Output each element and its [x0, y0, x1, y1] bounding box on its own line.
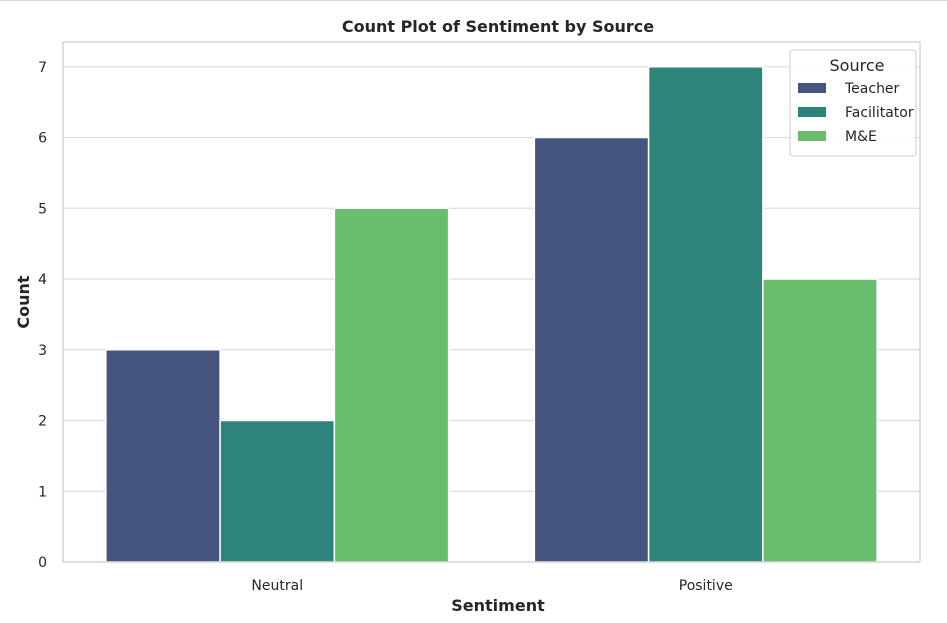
y-axis-label: Count — [14, 275, 33, 329]
legend-swatch — [798, 131, 826, 141]
legend-swatch — [798, 83, 826, 93]
chart-title: Count Plot of Sentiment by Source — [342, 17, 654, 36]
y-tick-label: 7 — [38, 60, 47, 76]
bar-m-e-positive — [762, 278, 878, 563]
legend-label: M&E — [845, 129, 877, 145]
legend: Source Teacher Facilitator M&E — [789, 49, 917, 157]
plot-frame — [62, 41, 921, 563]
top-border — [0, 0, 947, 1]
legend-box — [789, 49, 917, 157]
y-tick-label: 2 — [38, 414, 47, 430]
y-tick-label: 6 — [38, 131, 47, 147]
bar-m-e-neutral — [333, 207, 450, 563]
legend-label: Facilitator — [845, 105, 914, 121]
bar-facilitator-positive — [647, 66, 764, 563]
bar-facilitator-neutral — [219, 419, 336, 563]
y-tick-label: 3 — [38, 343, 47, 359]
y-tick-label: 0 — [38, 555, 47, 571]
y-tick-label: 4 — [38, 272, 47, 288]
legend-title: Source — [830, 56, 885, 75]
x-tick-label: Positive — [679, 578, 733, 594]
x-tick-labels: Neutral Positive — [251, 578, 732, 594]
y-tick-label: 1 — [38, 484, 47, 500]
bar-teacher-neutral — [105, 349, 221, 563]
x-axis-label: Sentiment — [451, 596, 545, 615]
legend-label: Teacher — [844, 81, 900, 97]
bars-group — [105, 66, 878, 563]
y-tick-labels: 0 1 2 3 4 5 6 7 — [38, 60, 47, 571]
legend-swatch — [798, 107, 826, 117]
y-tick-label: 5 — [38, 201, 47, 217]
bar-teacher-positive — [533, 136, 650, 563]
x-tick-label: Neutral — [251, 578, 303, 594]
